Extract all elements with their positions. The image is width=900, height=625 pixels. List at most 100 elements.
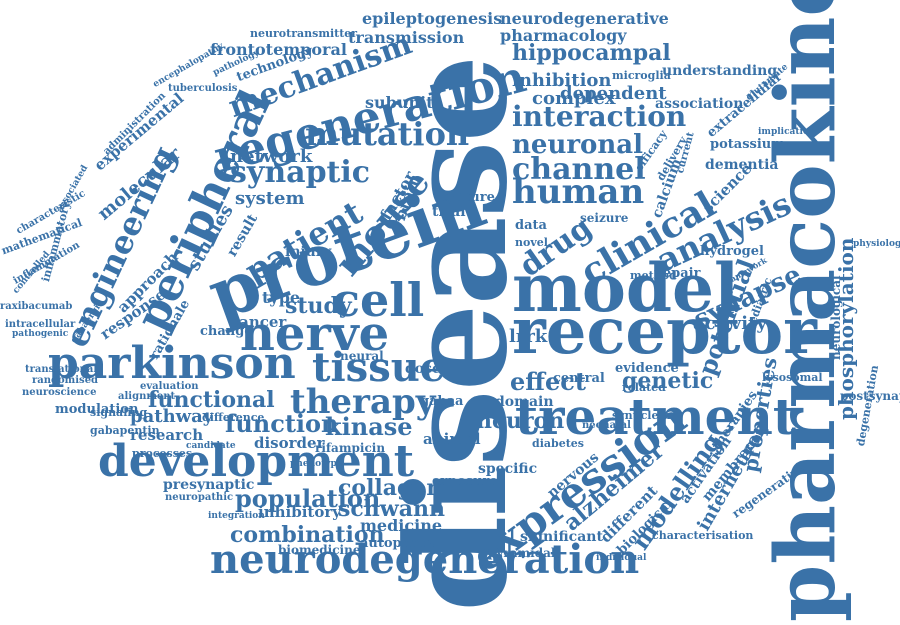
word: parkinson [48,338,296,389]
word: neuron [476,408,565,434]
word: pharmacology [500,26,627,45]
word: intracellular [5,319,76,330]
word: disorder [254,434,325,452]
word: tissue [312,344,446,391]
word: gabapentin [90,424,160,437]
word: neonatal [582,420,631,431]
word: neurological [829,275,843,360]
word: association [655,96,744,112]
word: pyramidal [488,546,556,560]
word: transmission [348,28,465,47]
word: neurodegenerative [500,9,669,28]
word: data [515,218,547,233]
word: tuberculosis [168,83,238,94]
word: implication [758,127,816,137]
word: neurotransmitter [250,27,358,40]
word: functional [148,387,275,413]
word: method [630,269,677,282]
word: specific [478,461,538,477]
word: system [235,188,305,209]
word: dementia [705,157,779,173]
word: neuroscience [22,387,97,398]
word: potassium [710,137,785,152]
word: raxibacumab [0,301,73,312]
word: neuropathic [165,492,234,503]
word: exposure [432,474,498,489]
word: significant [520,529,603,545]
word: hydrogel [700,244,764,259]
word: interaction [512,100,687,133]
word: neurodegeneration [210,536,640,583]
word: pathogenic [12,329,69,339]
word: rifampicin [315,441,386,455]
word: central [553,371,605,386]
word: human [512,172,645,212]
word: microglia [612,69,671,82]
word: evaluation [140,381,199,392]
word: complex [532,88,616,109]
word: development [98,436,415,487]
word: repair [656,266,701,281]
word: schwann [338,496,445,522]
word: channel [512,152,646,187]
word: gabaa [420,394,464,409]
word: population [235,484,381,513]
word: lysosomal [762,371,823,384]
word: presynaptic [163,477,255,493]
word: novel [515,236,548,249]
word: collagen [338,475,443,501]
word: research [130,426,204,444]
word: physiological [853,239,900,249]
word: processes [132,447,193,460]
word: alignment [118,391,176,402]
word: hippocampal [512,40,671,66]
word: pathway [130,406,214,427]
word: medicine [360,516,443,535]
word: network [230,146,313,167]
word: autophagy [360,536,437,551]
word: treatment [515,387,796,446]
word: activity [693,313,767,334]
word: dependent [560,83,667,104]
word: characterisation [652,529,754,542]
word: combination [230,522,385,548]
word: candidate [186,441,236,451]
word: injury [285,244,332,260]
word: translational [25,364,98,375]
word: synaptic [230,155,371,190]
word: therapy [290,382,436,422]
word: genetic [622,368,714,394]
word: integration [208,511,265,521]
word: culture [442,190,495,205]
word: inhibition [512,70,612,91]
word: function [225,409,339,438]
word: dose [405,361,441,377]
word: mutation [305,115,470,153]
word: study [285,293,352,319]
word: kinase [325,412,413,441]
word: receptor [512,294,817,369]
word: type [262,288,301,307]
word: individual [596,553,647,563]
word: understanding [662,63,778,79]
word: epileptogenesis [362,9,503,28]
word: subunit [365,93,434,112]
word: neural [340,349,384,363]
word: signaling [90,406,148,419]
word: difference [202,411,265,424]
word: lrrk [509,326,548,347]
word: seizure [580,211,629,225]
word: synuclein [612,409,671,422]
word: degeneration [854,364,882,448]
word: biomedicine [278,543,361,557]
word: evidence [615,361,679,376]
word: neuronal [512,130,644,160]
word: model [512,249,740,327]
word: modulation [55,402,139,417]
word: related [622,381,666,394]
word: inhibitory [258,503,341,521]
word: diabetes [532,437,584,450]
word: change [200,324,253,339]
word: nerve [240,306,390,362]
